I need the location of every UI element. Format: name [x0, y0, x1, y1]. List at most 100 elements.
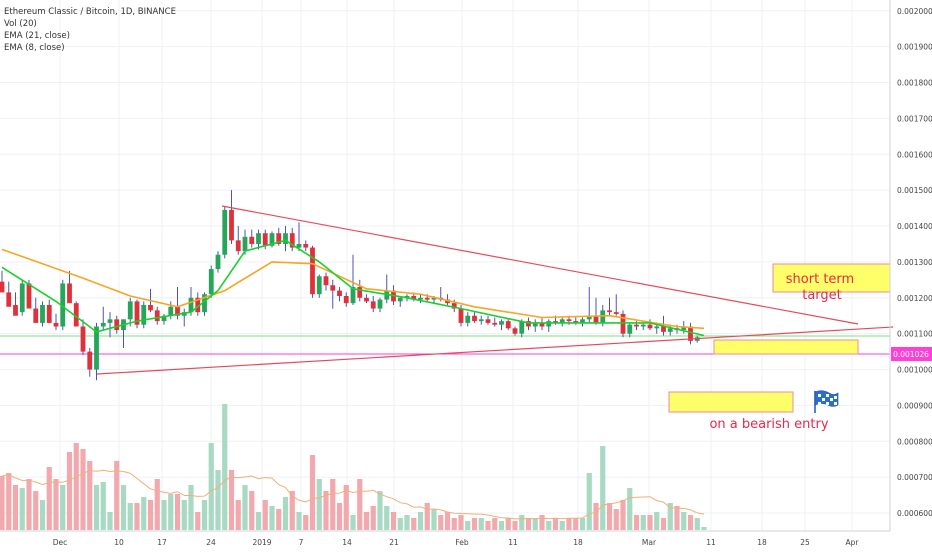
y-tick-label: 0.001500	[897, 186, 932, 195]
volume-bar	[424, 503, 430, 530]
volume-bar	[465, 521, 471, 530]
volume-bar	[343, 485, 349, 530]
candle-body	[465, 315, 471, 323]
volume-bar	[53, 479, 59, 530]
volume-bar	[195, 512, 201, 530]
candle-body	[627, 324, 633, 334]
entry-label-box	[668, 391, 794, 413]
volume-bar	[33, 491, 39, 530]
candle-body	[553, 321, 558, 323]
y-tick-label: 0.001200	[897, 294, 932, 303]
volume-bar	[660, 518, 667, 530]
volume-bar	[303, 515, 309, 530]
candle-body	[620, 313, 626, 334]
candle-body	[350, 287, 356, 304]
volume-bar	[316, 479, 322, 530]
volume-bar	[525, 518, 532, 530]
volume-bar	[559, 521, 565, 530]
candle-body	[114, 319, 120, 331]
volume-bar	[627, 488, 633, 530]
candle-body	[370, 301, 376, 309]
candle-body	[202, 294, 207, 313]
volume-bar	[174, 494, 181, 530]
x-tick-label: 2019	[252, 538, 271, 547]
candle-body	[19, 283, 25, 313]
candle-body	[0, 281, 5, 293]
volume-bar	[451, 518, 457, 530]
volume-bar	[107, 512, 113, 530]
candle-body	[580, 319, 585, 323]
checkered-flag-icon	[814, 390, 839, 413]
grid	[0, 0, 890, 531]
volume-bar	[330, 479, 336, 530]
entry-label: on a bearish entry	[709, 417, 828, 432]
candle-body	[377, 299, 383, 309]
y-tick-label: 0.001700	[897, 114, 932, 123]
flag-check	[826, 402, 829, 405]
candle-body	[46, 304, 52, 323]
flag-check	[830, 398, 833, 401]
candle-body	[175, 306, 180, 316]
volume-bar	[573, 518, 579, 530]
volume-bar	[458, 515, 464, 530]
candle-body	[512, 328, 518, 334]
volume-bar	[390, 512, 397, 530]
x-tick-label: 11	[706, 538, 716, 547]
candle-body	[458, 308, 464, 323]
volume-bar	[478, 518, 484, 530]
candle-body	[613, 312, 619, 314]
volume-bar	[100, 482, 106, 530]
volume-bar	[532, 518, 538, 530]
volume-bar	[66, 452, 73, 530]
candle-body	[276, 233, 282, 244]
candle-body	[73, 303, 79, 327]
x-tick-label: Feb	[455, 538, 469, 547]
volume-bar	[127, 503, 133, 530]
volume-bar	[336, 503, 343, 530]
candle-body	[208, 269, 214, 295]
candle-body	[94, 326, 99, 370]
volume-bar	[485, 521, 491, 530]
volume-bar	[289, 491, 295, 530]
candle-body	[424, 297, 430, 300]
x-tick-label: 11	[508, 538, 518, 547]
candle-body	[681, 326, 687, 331]
candle-body	[283, 233, 288, 244]
x-axis: Dec 10 17 24 2019 7 14 21 Feb 11 18 Mar 11 18 25 Apr	[0, 530, 890, 547]
y-tick-label: 0.000800	[897, 437, 932, 446]
volume-bar	[141, 497, 147, 530]
candle-body	[262, 233, 268, 246]
legend-ema8: EMA (8, close)	[4, 43, 65, 53]
candle-body	[559, 319, 565, 323]
volume-bar	[674, 506, 680, 530]
legend: Ethereum Classic / Bitcoin, 1D, BINANCE …	[4, 6, 176, 54]
flag-check	[834, 402, 837, 405]
flag-check	[818, 402, 821, 405]
volume-bar	[586, 473, 592, 530]
candle-body	[485, 319, 491, 323]
candle-body	[478, 319, 484, 322]
y-tick-label: 0.000700	[897, 473, 932, 482]
volume-ma	[1, 469, 705, 520]
candle-body	[499, 321, 504, 325]
candle-body	[357, 287, 363, 298]
candle-body	[688, 326, 693, 341]
volume-bar	[654, 512, 660, 530]
volume-bar	[60, 485, 66, 530]
volume-bar	[633, 515, 640, 530]
volume-bar	[181, 500, 187, 530]
volume-bar	[222, 404, 228, 530]
candle-body	[229, 209, 234, 241]
candle-body	[532, 322, 538, 327]
target-label-line1: short term	[786, 272, 854, 287]
volume-bar	[39, 500, 46, 530]
volume-bar	[296, 512, 302, 530]
volume-bar	[282, 497, 289, 530]
candle-body	[526, 321, 531, 327]
volume-bar	[363, 512, 370, 530]
candle-body	[296, 243, 302, 248]
price-tag-box	[891, 347, 932, 361]
volume-bar	[620, 500, 626, 530]
candle-body	[195, 297, 201, 313]
